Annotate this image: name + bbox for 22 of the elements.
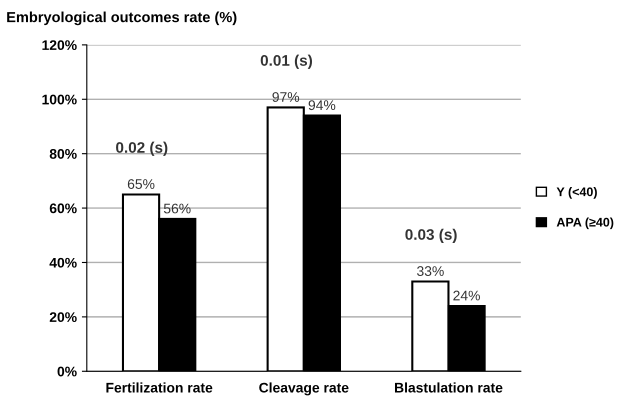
data-label: 97%	[272, 92, 300, 102]
annotation: 0.01 (s)	[260, 54, 312, 69]
data-label: 65%	[128, 179, 154, 189]
y-axis-title: Embryological outcomes rate (%)	[7, 12, 236, 26]
y-tick-label: 80%	[50, 149, 77, 159]
annotation: 0.03 (s)	[405, 228, 457, 243]
legend-label: Y (<40)	[556, 187, 597, 199]
data-label: 94%	[308, 100, 336, 110]
data-label: 33%	[417, 266, 444, 276]
y-tick-label: 100%	[42, 94, 77, 104]
x-tick-label: Blastulation rate	[394, 382, 502, 393]
y-tick-label: 60%	[50, 203, 77, 214]
data-label: 56%	[164, 204, 191, 214]
y-tick-label: 120%	[42, 40, 77, 50]
data-label: 24%	[453, 290, 480, 300]
x-tick-label: Cleavage rate	[259, 382, 348, 396]
legend-label: APA (≥40)	[556, 217, 614, 230]
y-tick-label: 20%	[50, 312, 77, 322]
y-tick-label: 40%	[49, 258, 77, 268]
x-tick-label: Fertilization rate	[106, 382, 212, 393]
annotation: 0.02 (s)	[116, 142, 168, 156]
y-tick-label: 0%	[58, 366, 77, 376]
